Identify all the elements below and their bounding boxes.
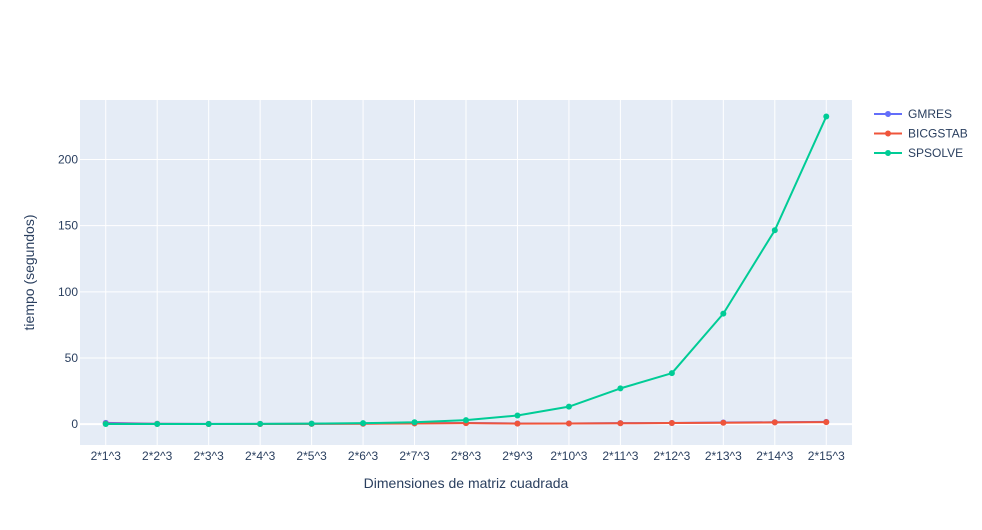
- legend-label: GMRES: [908, 107, 952, 121]
- legend-item-bicgstab[interactable]: BICGSTAB: [874, 127, 968, 141]
- data-point: [514, 420, 521, 427]
- legend-label: BICGSTAB: [908, 127, 968, 141]
- legend-swatch-marker: [885, 150, 891, 156]
- x-tick-label: 2*7^3: [399, 449, 430, 463]
- data-point: [514, 412, 521, 419]
- data-point: [565, 420, 572, 427]
- series-spsolve: [102, 113, 830, 428]
- x-tick-label: 2*13^3: [705, 449, 742, 463]
- x-tick-label: 2*11^3: [602, 449, 638, 463]
- legend-swatch-marker: [885, 130, 891, 137]
- data-point: [771, 419, 778, 426]
- legend-item-spsolve[interactable]: SPSOLVE: [874, 146, 963, 160]
- x-tick-label: 2*9^3: [502, 449, 533, 463]
- series-lines: [102, 113, 830, 428]
- y-tick-label: 100: [58, 285, 78, 299]
- data-point: [823, 419, 830, 426]
- data-point: [720, 419, 727, 426]
- data-point: [102, 421, 109, 428]
- y-tick-labels: 0 50 100 150 200: [58, 153, 78, 432]
- data-point: [617, 385, 624, 392]
- x-tick-label: 2*1^3: [91, 449, 122, 463]
- x-tick-label: 2*15^3: [808, 449, 845, 463]
- legend[interactable]: GMRES BICGSTAB SPSOLVE: [874, 107, 968, 160]
- x-tick-label: 2*14^3: [756, 449, 793, 463]
- data-point: [463, 417, 469, 424]
- x-tick-labels: 2*1^3 2*2^3 2*3^3 2*4^3 2*5^3 2*6^3 2*7^3 2*8^3…: [91, 449, 846, 463]
- x-tick-label: 2*4^3: [245, 449, 276, 463]
- x-tick-label: 2*6^3: [348, 449, 379, 463]
- data-point: [360, 420, 367, 427]
- legend-label: SPSOLVE: [908, 146, 963, 160]
- y-tick-label: 150: [58, 219, 78, 233]
- data-point: [668, 420, 675, 427]
- data-point: [308, 420, 315, 427]
- data-point: [720, 310, 727, 317]
- data-point: [257, 420, 264, 427]
- data-point: [771, 227, 778, 234]
- data-point: [411, 419, 418, 426]
- y-tick-label: 50: [65, 351, 79, 365]
- y-axis-title: tiempo (segundos): [21, 215, 37, 331]
- data-point: [565, 403, 572, 410]
- x-tick-label: 2*5^3: [296, 449, 327, 463]
- x-tick-label: 2*3^3: [194, 449, 225, 463]
- legend-swatch-marker: [885, 111, 891, 117]
- y-tick-label: 200: [58, 153, 78, 167]
- x-tick-label: 2*12^3: [653, 449, 690, 463]
- x-tick-label: 2*8^3: [451, 449, 482, 463]
- data-point: [154, 420, 161, 427]
- data-point: [617, 420, 624, 427]
- data-point: [668, 370, 675, 377]
- legend-item-gmres[interactable]: GMRES: [874, 107, 952, 121]
- data-point: [205, 420, 212, 427]
- data-point: [823, 113, 830, 120]
- x-tick-label: 2*2^3: [142, 449, 173, 463]
- y-tick-label: 0: [71, 417, 78, 431]
- x-tick-label: 2*10^3: [550, 449, 587, 463]
- x-axis-title: Dimensiones de matriz cuadrada: [364, 475, 569, 491]
